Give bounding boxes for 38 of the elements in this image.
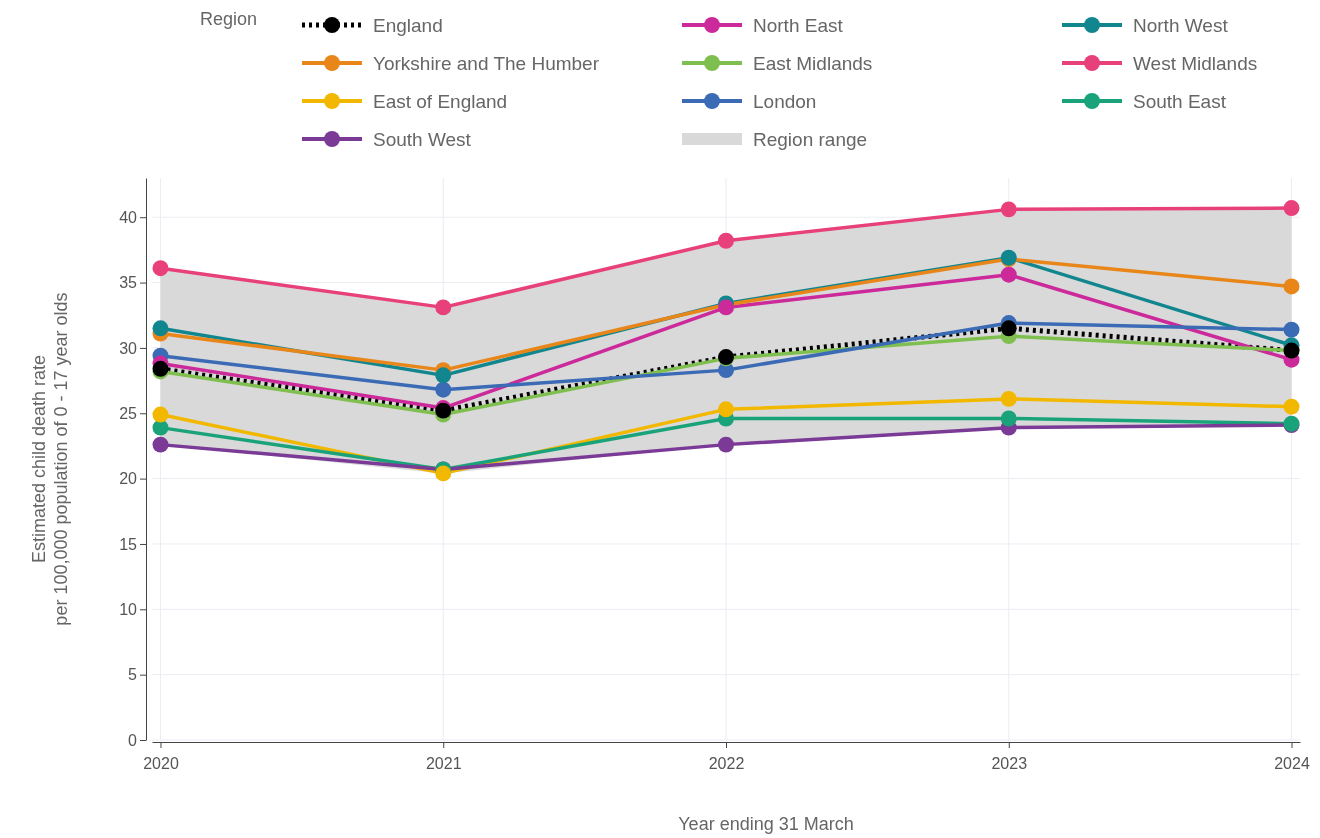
legend-label: South West (373, 129, 472, 150)
x-tick-label: 2023 (991, 754, 1028, 772)
y-tick-label: 10 (119, 600, 138, 618)
point (718, 436, 734, 453)
legend-label: England (373, 15, 443, 36)
legend-label: Yorkshire and The Humber (373, 53, 600, 74)
point (1000, 266, 1017, 283)
legend-label: London (753, 91, 817, 112)
point (435, 465, 452, 482)
legend-label: East Midlands (753, 53, 873, 74)
point (152, 260, 169, 277)
y-tick-label: 15 (119, 535, 138, 553)
x-tick-label: 2024 (1274, 754, 1310, 772)
legend-title: Region (200, 9, 258, 29)
y-tick-label: 5 (128, 666, 138, 684)
legend-label: North East (753, 15, 844, 36)
legend-label: North West (1133, 15, 1229, 36)
point (1000, 201, 1017, 218)
y-tick-label: 25 (119, 404, 138, 422)
x-tick-label: 2021 (425, 754, 462, 772)
x-tick-label: 2020 (143, 754, 179, 772)
legend-label: Region range (753, 129, 868, 150)
y-tick-label: 40 (119, 208, 138, 226)
legend-label: East of England (373, 91, 508, 112)
point (435, 299, 452, 316)
y-tick-label: 0 (128, 731, 138, 749)
y-tick-label: 35 (119, 274, 138, 292)
legend-label: West Midlands (1133, 53, 1258, 74)
y-axis-title: Estimated child death rate per 100,000 population of 0 - 17 year olds (29, 292, 71, 626)
point (1283, 200, 1300, 217)
point (718, 232, 734, 249)
x-tick-label: 2022 (708, 754, 745, 772)
y-tick-label: 30 (119, 339, 138, 357)
x-axis-title: Year ending 31 March (678, 814, 854, 834)
legend-label: South East (1133, 91, 1227, 112)
y-tick-label: 20 (119, 470, 138, 488)
point (152, 436, 169, 453)
point (1283, 278, 1300, 295)
